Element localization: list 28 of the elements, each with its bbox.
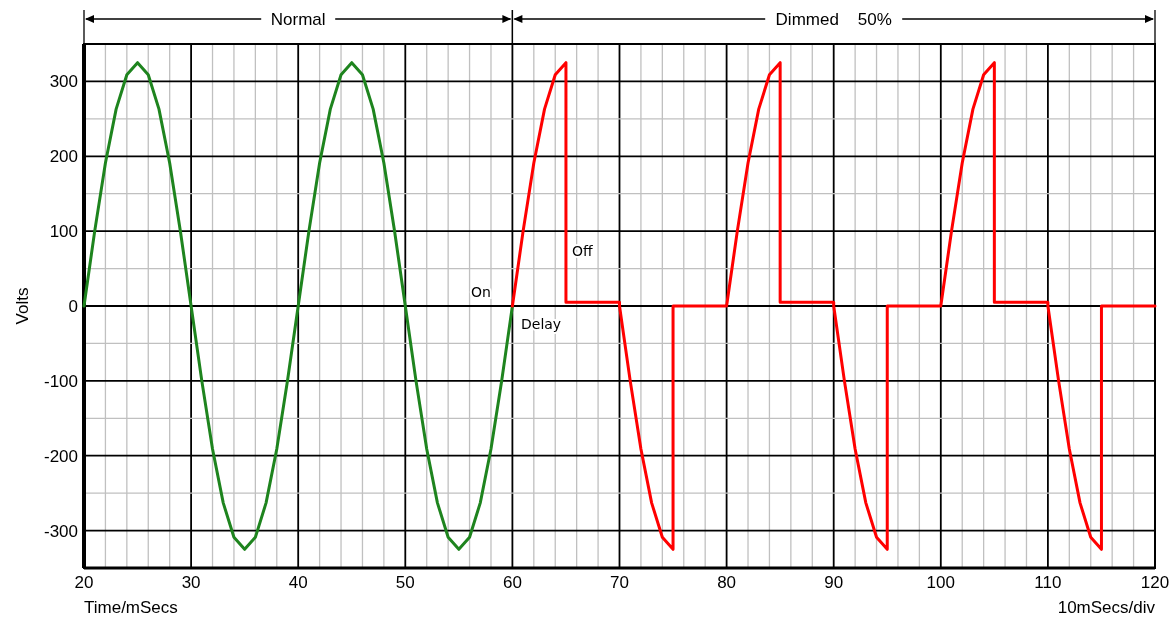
y-tick-label: 200 [49, 147, 78, 167]
x-tick-label: 100 [926, 573, 955, 592]
x-axis-title: Time/mSecs [84, 598, 178, 617]
annotation: Off [572, 243, 594, 259]
x-tick-label: 80 [717, 573, 737, 592]
x-tick-label: 40 [288, 573, 308, 592]
y-tick-label: -200 [43, 446, 78, 466]
y-tick-label: -100 [43, 371, 78, 391]
text: Normal [270, 10, 326, 29]
text: 10mSecs/div [1057, 598, 1156, 617]
annotation: On [471, 284, 491, 300]
x-tick-label: 90 [824, 573, 844, 592]
x-tick-label: 30 [181, 573, 201, 592]
x-tick-label: 120 [1140, 573, 1170, 592]
annotation: Delay [521, 316, 562, 332]
line-series [510, 61, 1157, 551]
x-tick-label: 110 [1034, 573, 1062, 592]
line-series [82, 61, 514, 551]
y-tick-label: 100 [49, 222, 78, 242]
x-tick-label: 50 [395, 573, 415, 592]
text: Dimmed 50% [775, 10, 892, 29]
y-tick-label: 300 [49, 72, 78, 92]
y-tick-label: 0 [68, 297, 78, 316]
x-tick-label: 70 [610, 573, 629, 592]
y-axis-title: Volts [13, 287, 32, 325]
y-tick-label: -300 [43, 521, 78, 541]
x-tick-label: 60 [502, 573, 522, 592]
x-tick-label: 20 [74, 573, 94, 592]
